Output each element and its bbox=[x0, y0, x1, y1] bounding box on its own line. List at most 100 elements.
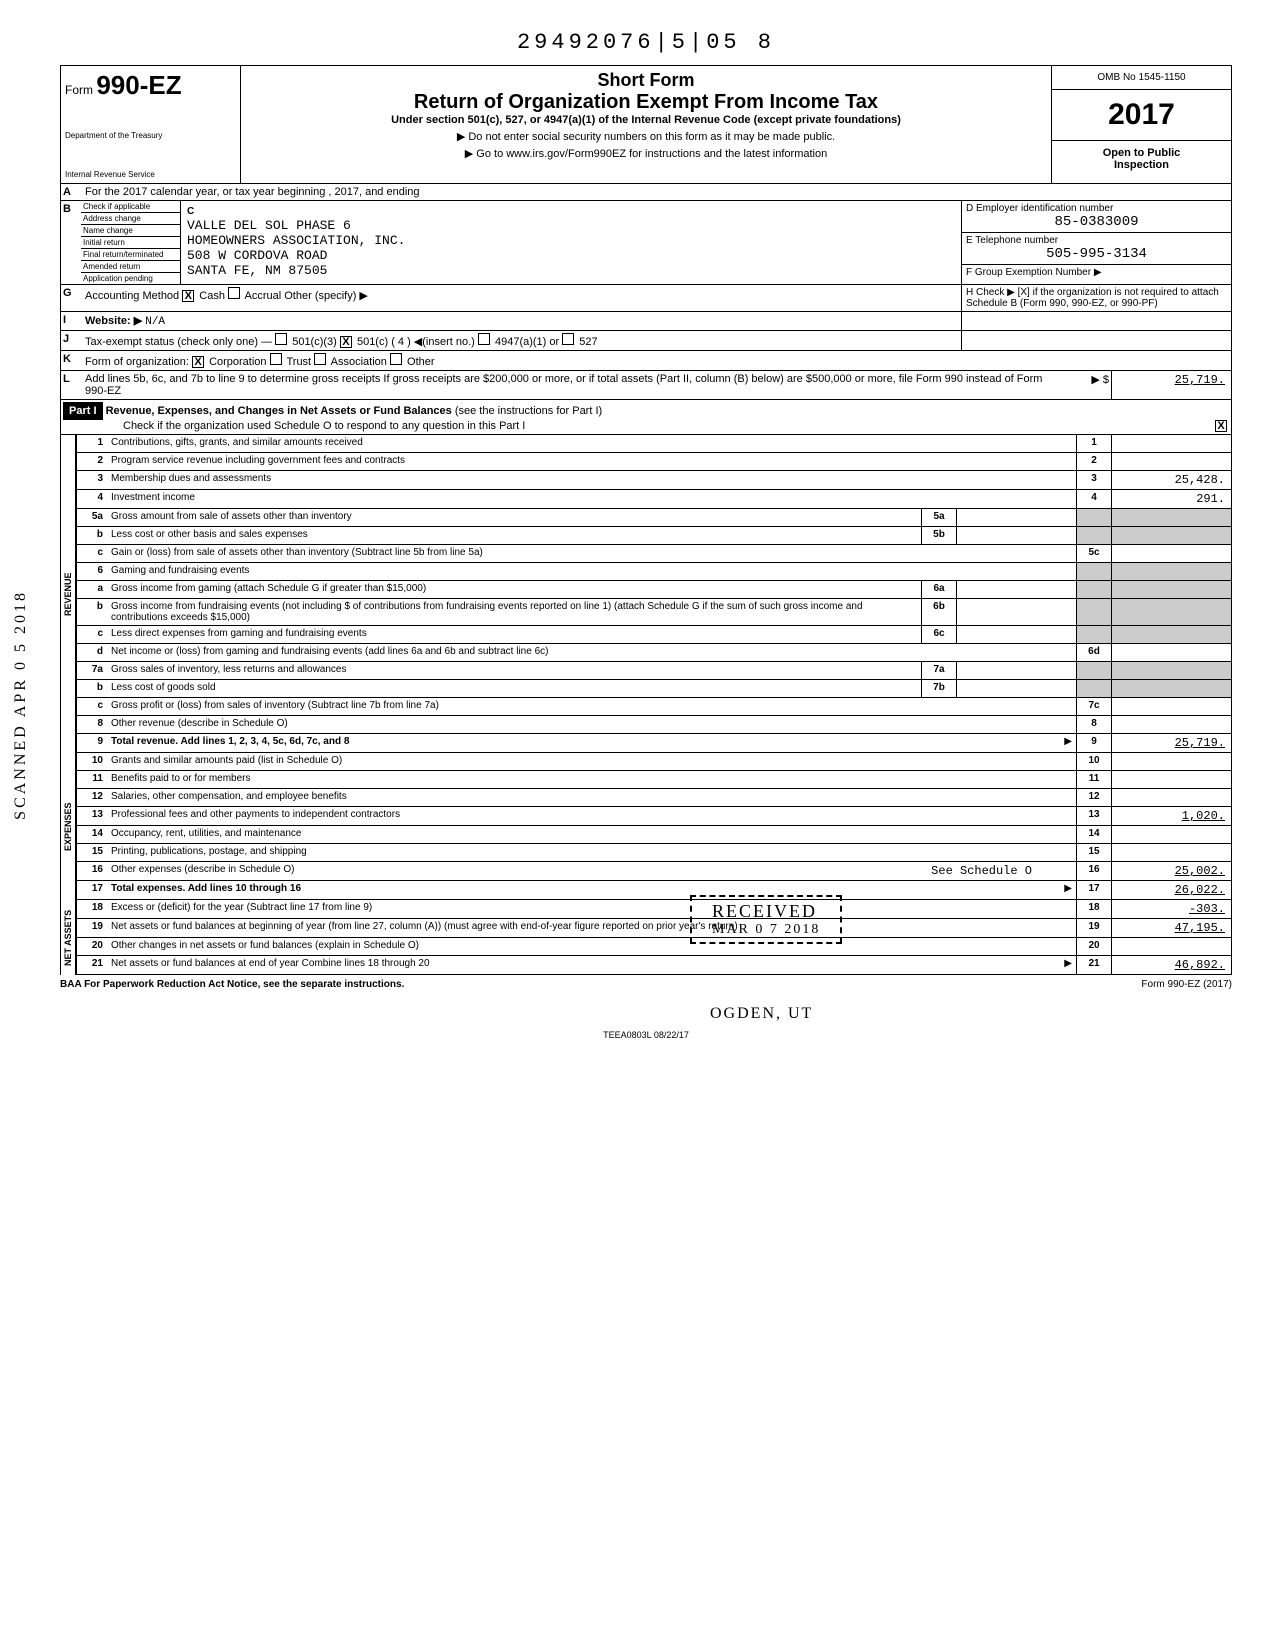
line-21-arrow: ▶ bbox=[1064, 958, 1072, 969]
footer-baa: BAA For Paperwork Reduction Act Notice, … bbox=[60, 979, 404, 990]
line-2-desc: Program service revenue including govern… bbox=[107, 453, 1076, 470]
corp-checkbox[interactable]: X bbox=[192, 356, 204, 368]
line-14-num: 14 bbox=[1076, 826, 1111, 843]
line-2-val bbox=[1111, 453, 1231, 470]
line-15-desc: Printing, publications, postage, and shi… bbox=[107, 844, 1076, 861]
line-12-desc: Salaries, other compensation, and employ… bbox=[107, 789, 1076, 806]
line-7c-val bbox=[1111, 698, 1231, 715]
received-text: RECEIVED bbox=[712, 901, 820, 922]
line-12-num: 12 bbox=[1076, 789, 1111, 806]
line-6c-mid: 6c bbox=[921, 626, 956, 643]
501c3-checkbox[interactable] bbox=[275, 333, 287, 345]
line-l-arrow: ▶ $ bbox=[1051, 371, 1111, 399]
trust-checkbox[interactable] bbox=[270, 353, 282, 365]
accrual-checkbox[interactable] bbox=[228, 287, 240, 299]
check-addr[interactable]: Address change bbox=[81, 213, 180, 225]
line-6d-desc: Net income or (loss) from gaming and fun… bbox=[107, 644, 1076, 661]
form-number: 990-EZ bbox=[96, 70, 181, 100]
line-20-val bbox=[1111, 938, 1231, 955]
check-name[interactable]: Name change bbox=[81, 225, 180, 237]
line-g: Accounting Method X Cash Accrual Other (… bbox=[81, 285, 961, 311]
line-19-desc: Net assets or fund balances at beginning… bbox=[107, 919, 1076, 937]
open-public-2: Inspection bbox=[1058, 159, 1225, 171]
line-k-letter: K bbox=[61, 351, 81, 370]
line-17-desc: Total expenses. Add lines 10 through 16 bbox=[111, 883, 301, 894]
cash-checkbox[interactable]: X bbox=[182, 290, 194, 302]
check-pending[interactable]: Application pending bbox=[81, 273, 180, 284]
line-5b-mid: 5b bbox=[921, 527, 956, 544]
form-header: Form 990-EZ Department of the Treasury I… bbox=[60, 65, 1232, 184]
checkbox-section: Check if applicable Address change Name … bbox=[81, 201, 181, 284]
501c-checkbox[interactable]: X bbox=[340, 336, 352, 348]
footer-form: Form 990-EZ (2017) bbox=[1141, 979, 1232, 990]
line-6b-desc: Gross income from fundraising events (no… bbox=[107, 599, 921, 625]
footer-code: TEEA0803L 08/22/17 bbox=[60, 1030, 1232, 1040]
line-10-num: 10 bbox=[1076, 753, 1111, 770]
org-name-1: VALLE DEL SOL PHASE 6 bbox=[187, 218, 351, 233]
c-label: C bbox=[187, 206, 194, 217]
line-3-num: 3 bbox=[1076, 471, 1111, 489]
line-8-val bbox=[1111, 716, 1231, 733]
line-l-value: 25,719. bbox=[1111, 371, 1231, 399]
4947-checkbox[interactable] bbox=[478, 333, 490, 345]
line-16-desc: Other expenses (describe in Schedule O) bbox=[111, 864, 294, 875]
line-19-val: 47,195. bbox=[1111, 919, 1231, 937]
line-20-num: 20 bbox=[1076, 938, 1111, 955]
check-label: Check if applicable bbox=[81, 201, 180, 213]
line-7a-mid: 7a bbox=[921, 662, 956, 679]
d-label: D Employer identification number bbox=[966, 203, 1113, 214]
part1-title: Revenue, Expenses, and Changes in Net As… bbox=[106, 405, 452, 417]
ogden-stamp: OGDEN, UT bbox=[710, 1005, 813, 1023]
part1-x[interactable]: X bbox=[1215, 420, 1227, 432]
line-6-desc: Gaming and fundraising events bbox=[107, 563, 1076, 580]
subtitle: Under section 501(c), 527, or 4947(a)(1)… bbox=[245, 114, 1047, 126]
e-label: E Telephone number bbox=[966, 235, 1058, 246]
org-addr-2: SANTA FE, NM 87505 bbox=[187, 263, 327, 278]
line-j-letter: J bbox=[61, 331, 81, 350]
ein: 85-0383009 bbox=[966, 214, 1227, 230]
revenue-label: REVENUE bbox=[60, 435, 76, 753]
line-7b-desc: Less cost of goods sold bbox=[107, 680, 921, 697]
check-initial[interactable]: Initial return bbox=[81, 237, 180, 249]
check-amended[interactable]: Amended return bbox=[81, 261, 180, 273]
line-15-val bbox=[1111, 844, 1231, 861]
form-prefix: Form bbox=[65, 83, 93, 97]
line-3-val: 25,428. bbox=[1111, 471, 1231, 489]
line-10-desc: Grants and similar amounts paid (list in… bbox=[107, 753, 1076, 770]
line-1-desc: Contributions, gifts, grants, and simila… bbox=[107, 435, 1076, 452]
line-4-desc: Investment income bbox=[107, 490, 1076, 508]
line-17-arrow: ▶ bbox=[1064, 883, 1072, 894]
line-16-num: 16 bbox=[1076, 862, 1111, 880]
line-i-letter: I bbox=[61, 312, 81, 330]
assoc-checkbox[interactable] bbox=[314, 353, 326, 365]
527-checkbox[interactable] bbox=[562, 333, 574, 345]
line-1-val bbox=[1111, 435, 1231, 452]
scanned-stamp: SCANNED APR 0 5 2018 bbox=[12, 590, 30, 820]
line-11-num: 11 bbox=[1076, 771, 1111, 788]
check-final[interactable]: Final return/terminated bbox=[81, 249, 180, 261]
line-6c-desc: Less direct expenses from gaming and fun… bbox=[107, 626, 921, 643]
other-checkbox[interactable] bbox=[390, 353, 402, 365]
line-2-num: 2 bbox=[1076, 453, 1111, 470]
line-12-val bbox=[1111, 789, 1231, 806]
line-8-num: 8 bbox=[1076, 716, 1111, 733]
line-16-val: 25,002. bbox=[1111, 862, 1231, 880]
tax-year: 2017 bbox=[1052, 90, 1231, 141]
line-10-val bbox=[1111, 753, 1231, 770]
line-a-text: For the 2017 calendar year, or tax year … bbox=[81, 184, 1231, 200]
line-j: Tax-exempt status (check only one) — 501… bbox=[81, 331, 961, 350]
org-name-2: HOMEOWNERS ASSOCIATION, INC. bbox=[187, 233, 405, 248]
line-14-desc: Occupancy, rent, utilities, and maintena… bbox=[107, 826, 1076, 843]
line-5b-desc: Less cost or other basis and sales expen… bbox=[107, 527, 921, 544]
line-a-letter: A bbox=[61, 184, 81, 200]
line-5c-num: 5c bbox=[1076, 545, 1111, 562]
line-21-num: 21 bbox=[1076, 956, 1111, 974]
line-18-val: -303. bbox=[1111, 900, 1231, 918]
line-6a-desc: Gross income from gaming (attach Schedul… bbox=[107, 581, 921, 598]
line-b-letter: B bbox=[61, 201, 81, 284]
line-5c-desc: Gain or (loss) from sale of assets other… bbox=[107, 545, 1076, 562]
line-3-desc: Membership dues and assessments bbox=[107, 471, 1076, 489]
line-k: Form of organization: X Corporation Trus… bbox=[81, 351, 1231, 370]
line-6b-mid: 6b bbox=[921, 599, 956, 625]
line-13-num: 13 bbox=[1076, 807, 1111, 825]
